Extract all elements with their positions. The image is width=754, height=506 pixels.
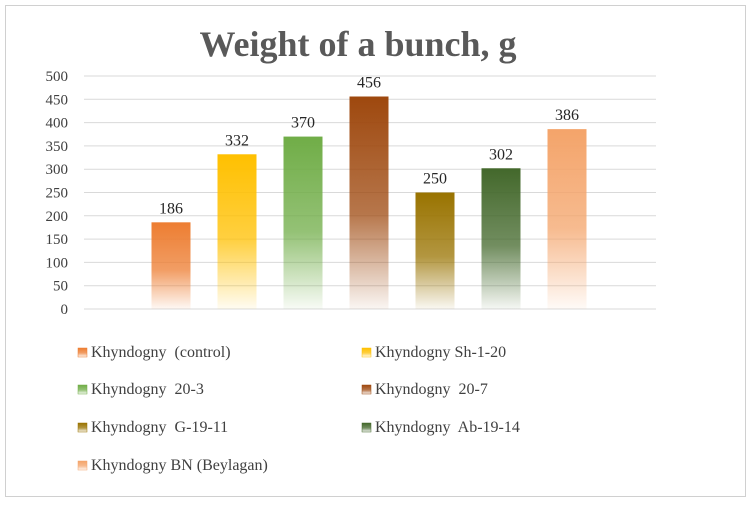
y-tick-label: 0 bbox=[61, 302, 69, 318]
bar-value-label: 250 bbox=[423, 171, 447, 188]
legend-swatch bbox=[361, 422, 372, 433]
bar bbox=[217, 154, 257, 309]
legend-label: Khyndogny G-19-11 bbox=[91, 419, 228, 436]
y-tick-label: 150 bbox=[46, 232, 69, 248]
bar bbox=[547, 129, 587, 309]
legend-swatch bbox=[77, 384, 88, 395]
legend-label: Khyndogny Ab-19-14 bbox=[375, 419, 520, 436]
bar bbox=[349, 96, 389, 309]
legend-swatch bbox=[361, 347, 372, 358]
y-tick-label: 400 bbox=[46, 116, 69, 132]
legend: Khyndogny (control) Khyndogny Sh-1-20 Khyn… bbox=[77, 344, 520, 474]
bar bbox=[151, 222, 191, 309]
legend-item: Khyndogny (control) bbox=[77, 344, 231, 361]
bar bbox=[415, 192, 455, 309]
y-tick-label: 200 bbox=[46, 209, 69, 225]
legend-item: Khyndogny 20-3 bbox=[77, 381, 204, 398]
legend-swatch bbox=[77, 460, 88, 471]
y-tick-label: 50 bbox=[53, 279, 68, 295]
bars bbox=[151, 96, 587, 309]
legend-label: Khyndogny 20-7 bbox=[375, 381, 488, 398]
legend-label: Khyndogny 20-3 bbox=[91, 381, 204, 398]
chart-title: Weight of a bunch, g bbox=[199, 24, 516, 64]
y-tick-label: 500 bbox=[46, 69, 69, 85]
bar-value-label: 332 bbox=[225, 132, 249, 149]
legend-swatch bbox=[361, 384, 372, 395]
y-tick-label: 250 bbox=[46, 186, 69, 202]
legend-item: Khyndogny G-19-11 bbox=[77, 419, 228, 436]
legend-swatch bbox=[77, 347, 88, 358]
bar-value-label: 186 bbox=[159, 200, 183, 217]
y-tick-label: 100 bbox=[46, 255, 69, 271]
legend-item: Khyndogny Sh-1-20 bbox=[361, 344, 506, 361]
legend-label: Khyndogny (control) bbox=[91, 344, 231, 361]
bar-value-label: 456 bbox=[357, 75, 381, 92]
y-tick-label: 350 bbox=[46, 139, 69, 155]
legend-label: Khyndogny BN (Beylagan) bbox=[91, 457, 268, 474]
y-tick-label: 450 bbox=[46, 92, 69, 108]
bar-value-label: 302 bbox=[489, 146, 513, 163]
legend-item: Khyndogny BN (Beylagan) bbox=[77, 457, 268, 474]
legend-item: Khyndogny 20-7 bbox=[361, 381, 488, 398]
bar bbox=[481, 168, 521, 309]
legend-item: Khyndogny Ab-19-14 bbox=[361, 419, 520, 436]
y-tick-label: 300 bbox=[46, 162, 69, 178]
bar bbox=[283, 136, 323, 309]
legend-swatch bbox=[77, 422, 88, 433]
y-axis-ticks: 0 50 100 150 200 250 300 350 400 450 500 bbox=[46, 69, 69, 318]
bar-value-label: 370 bbox=[291, 115, 315, 132]
bar-value-label: 386 bbox=[555, 107, 579, 124]
data-labels: 186 332 370 456 250 302 386 bbox=[159, 75, 579, 218]
legend-label: Khyndogny Sh-1-20 bbox=[375, 344, 506, 361]
